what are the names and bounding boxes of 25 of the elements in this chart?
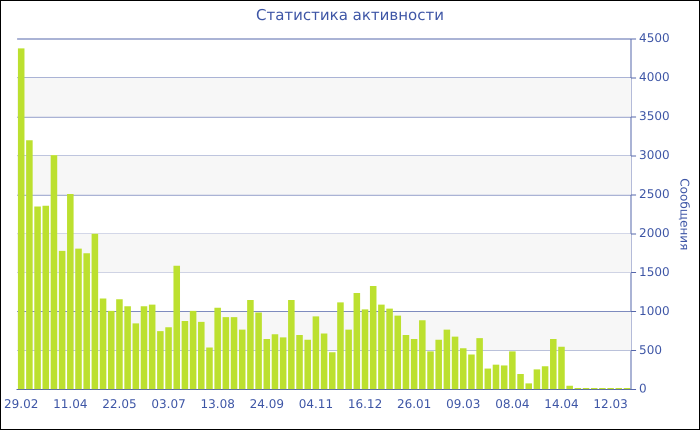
x-tick-label: 16.12 [348, 396, 382, 411]
y-tick-label: 1000 [639, 304, 670, 318]
y-tick-label: 2000 [639, 226, 670, 240]
x-tick-label: 11.04 [53, 396, 88, 411]
y-tick-label: 3500 [639, 109, 670, 124]
x-tick-label: 08.04 [495, 396, 530, 411]
x-tick-label: 24.09 [250, 396, 284, 411]
x-tick-label: 29.02 [4, 396, 38, 411]
x-tick-label: 14.04 [544, 396, 579, 411]
x-tick-label: 04.11 [298, 396, 334, 411]
x-tick-label: 22.05 [102, 396, 137, 411]
y-tick-label: 4000 [639, 70, 670, 84]
x-tick-label: 09.03 [446, 396, 480, 411]
y-tick-label: 500 [639, 342, 662, 357]
x-tick-label: 03.07 [151, 396, 186, 411]
x-tick-label: 13.08 [200, 396, 235, 411]
y-tick-label: 0 [639, 382, 647, 396]
y-tick-label: 2500 [639, 186, 670, 201]
y-tick-label: 3000 [639, 148, 670, 162]
x-tick-label: 12.03 [593, 396, 628, 411]
y-axis-title: Сообщения [678, 178, 692, 250]
chart-title: Статистика активности [256, 6, 444, 24]
y-tick-label: 4500 [639, 31, 670, 46]
x-tick-label: 26.01 [396, 396, 432, 411]
y-tick-label: 1500 [639, 264, 670, 279]
